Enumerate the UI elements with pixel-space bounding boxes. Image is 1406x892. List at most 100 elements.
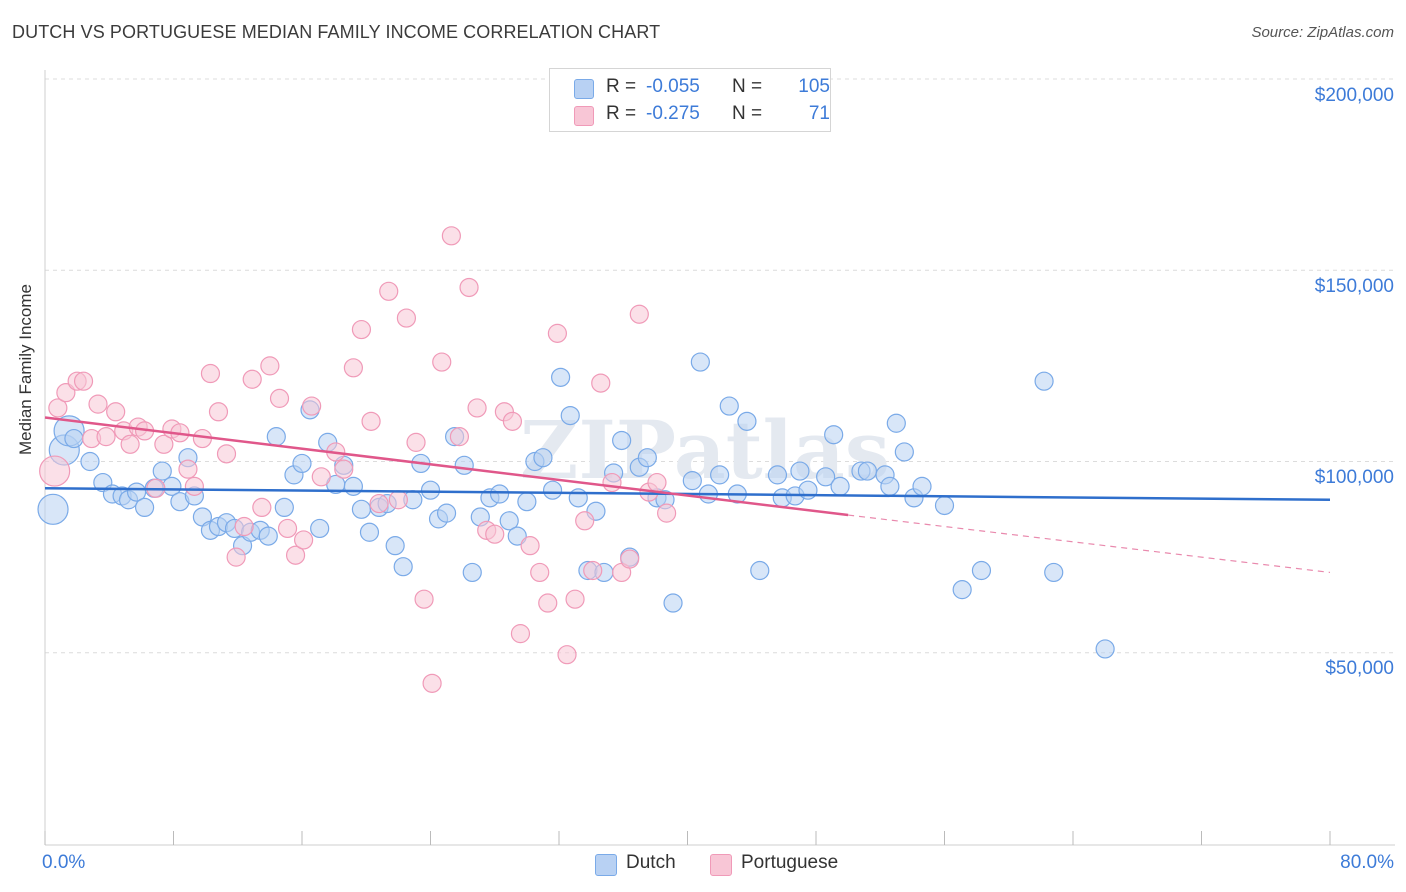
dutch-point <box>420 480 441 500</box>
dutch-point <box>385 536 405 556</box>
portuguese-point <box>449 427 470 447</box>
dutch-point <box>310 518 330 539</box>
dutch-point <box>816 467 836 487</box>
dutch-point <box>1095 639 1115 659</box>
portuguese-point <box>242 369 262 389</box>
y-tick-label-150k: $150,000 <box>1314 276 1394 297</box>
dutch-point <box>857 461 878 481</box>
dutch-point <box>517 492 537 512</box>
legend-n-value: 71 <box>808 103 830 124</box>
portuguese-point <box>459 277 479 298</box>
dutch-point <box>64 428 84 449</box>
dutch-point <box>343 476 363 496</box>
portuguese-point <box>647 472 667 493</box>
dutch-point <box>1044 562 1064 583</box>
dutch-point <box>737 411 757 431</box>
dutch-point <box>952 580 972 600</box>
dutch-point <box>663 593 683 613</box>
chart-title: DUTCH VS PORTUGUESE MEDIAN FAMILY INCOME… <box>12 22 661 42</box>
portuguese-point <box>441 226 461 246</box>
portuguese-point <box>657 503 677 523</box>
portuguese-point <box>154 434 174 454</box>
dutch-point <box>507 526 527 546</box>
correlation-legend: R = -0.055 N = 105 R = -0.275 N = 71 <box>549 68 831 132</box>
portuguese-point <box>351 319 372 340</box>
portuguese-point <box>406 432 426 452</box>
dutch-point <box>551 367 571 387</box>
portuguese-point <box>520 536 540 556</box>
portuguese-point <box>602 472 622 493</box>
x-tick-label-max: 80.0% <box>1340 852 1394 873</box>
portuguese-trend-line <box>44 416 849 517</box>
portuguese-point <box>216 444 237 464</box>
portuguese-point <box>294 530 314 550</box>
portuguese-point <box>414 589 434 609</box>
portuguese-point <box>575 511 595 531</box>
portuguese-point <box>260 356 280 376</box>
dutch-point <box>533 448 553 468</box>
portuguese-point <box>311 467 331 487</box>
portuguese-point <box>73 371 94 391</box>
legend-r-value: -0.275 <box>646 103 700 124</box>
portuguese-point <box>530 562 550 583</box>
dutch-point <box>824 425 844 445</box>
dutch-point <box>489 484 510 504</box>
portuguese-point <box>388 490 408 510</box>
dutch-legend-label: Dutch <box>626 852 676 873</box>
dutch-trend-line <box>44 487 1331 501</box>
chart-source: Source: ZipAtlas.com <box>1251 24 1394 41</box>
portuguese-point <box>591 373 611 393</box>
portuguese-swatch <box>574 106 594 126</box>
portuguese-point <box>583 560 603 581</box>
portuguese-legend-swatch <box>710 854 732 876</box>
dutch-point <box>359 522 380 542</box>
portuguese-point <box>557 645 577 665</box>
dutch-point <box>454 455 474 475</box>
portuguese-point <box>538 593 558 613</box>
dutch-point <box>830 476 850 496</box>
dutch-point <box>690 352 710 372</box>
dutch-point <box>637 448 657 468</box>
portuguese-point <box>200 363 221 384</box>
y-tick-label-50k: $50,000 <box>1325 658 1394 679</box>
dutch-point <box>1034 371 1054 391</box>
dutch-point <box>682 471 702 491</box>
dutch-point <box>436 503 457 523</box>
dutch-point <box>134 497 155 517</box>
legend-r-label: R = <box>606 76 637 97</box>
y-tick-label-100k: $100,000 <box>1314 467 1394 488</box>
portuguese-point <box>106 402 126 422</box>
portuguese-point <box>88 394 108 414</box>
portuguese-point <box>48 398 68 418</box>
portuguese-point <box>208 402 229 422</box>
portuguese-point <box>396 308 417 328</box>
portuguese-point <box>226 547 246 567</box>
dutch-swatch <box>574 79 594 99</box>
portuguese-point <box>178 459 198 479</box>
dutch-point <box>274 497 294 517</box>
portuguese-point <box>269 388 290 408</box>
portuguese-trend-extension <box>848 514 1331 574</box>
dutch-point <box>37 493 69 525</box>
portuguese-point <box>510 624 531 644</box>
portuguese-point <box>39 455 71 487</box>
dutch-point <box>499 511 519 531</box>
legend-r-label: R = <box>606 103 637 124</box>
legend-n-value: 105 <box>798 76 830 97</box>
portuguese-point <box>620 549 640 569</box>
legend-r-value: -0.055 <box>646 76 700 97</box>
dutch-point <box>790 461 810 481</box>
dutch-point <box>880 476 900 496</box>
portuguese-point <box>252 497 272 517</box>
portuguese-point <box>502 411 523 431</box>
dutch-point <box>612 430 632 451</box>
x-tick-label-min: 0.0% <box>42 852 86 873</box>
dutch-point <box>292 453 312 474</box>
dutch-point <box>393 557 413 577</box>
portuguese-point <box>432 352 452 372</box>
dutch-point <box>542 480 563 500</box>
dutch-point <box>152 461 172 481</box>
portuguese-point <box>361 411 381 431</box>
dutch-point <box>894 442 914 462</box>
